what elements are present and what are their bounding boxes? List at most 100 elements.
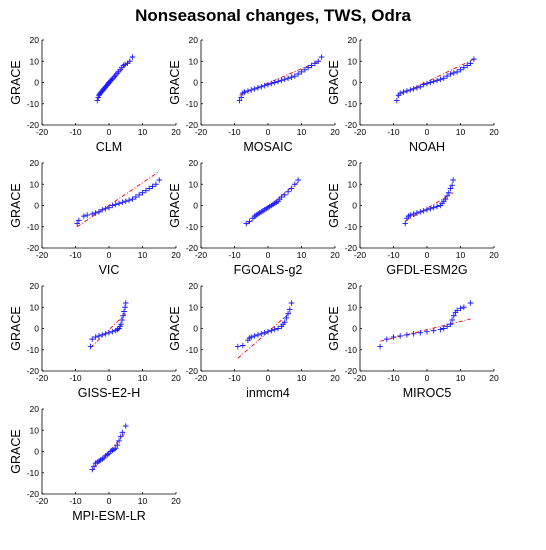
data-point (235, 343, 241, 350)
data-point (74, 220, 80, 227)
y-tick-label: 10 (30, 425, 40, 435)
x-axis-label: MOSAIC (243, 140, 292, 154)
data-point (302, 66, 308, 73)
data-point (437, 326, 444, 333)
data-point (255, 85, 261, 91)
y-tick-label: 0 (352, 201, 357, 211)
data-point (451, 70, 457, 76)
data-point (122, 304, 128, 311)
data-point (89, 466, 96, 473)
x-tick-label: -10 (228, 250, 241, 260)
y-tick-label: 0 (352, 78, 357, 88)
data-point (437, 76, 444, 83)
data-point (298, 69, 305, 75)
x-axis-label: GISS-E2-H (78, 386, 141, 400)
data-point (292, 181, 298, 188)
y-tick-label: 10 (30, 179, 40, 189)
data-point (136, 192, 142, 198)
data-point (102, 205, 109, 212)
x-tick-label: 20 (171, 127, 181, 137)
y-tick-label: -20 (27, 489, 40, 499)
data-point (129, 54, 136, 60)
panel-inmcm4: -20 -10 0 10 20 -20 -10 0 10 20 inmcm4 GRACE (168, 281, 340, 400)
data-point (146, 185, 152, 192)
data-point (305, 64, 311, 71)
y-tick-label: 0 (34, 78, 39, 88)
x-tick-label: 0 (107, 496, 112, 506)
y-tick-label: 0 (34, 324, 39, 334)
reference-line (237, 311, 292, 359)
data-point (236, 97, 243, 104)
x-tick-label: -20 (36, 373, 49, 383)
x-tick-label: 20 (171, 250, 181, 260)
data-point (449, 317, 455, 323)
data-point (122, 423, 129, 429)
data-point (447, 321, 454, 328)
x-tick-label: 10 (138, 373, 148, 383)
x-tick-label: -20 (354, 127, 367, 137)
y-tick-label: 10 (348, 179, 358, 189)
data-point (461, 64, 467, 71)
reference-line (396, 58, 475, 97)
data-point (414, 85, 420, 91)
y-tick-label: 20 (348, 158, 358, 168)
data-point (241, 89, 248, 95)
y-tick-label: -10 (27, 345, 40, 355)
x-tick-label: 10 (456, 373, 466, 383)
data-point (120, 312, 126, 319)
y-axis-label: GRACE (9, 429, 23, 473)
y-tick-label: -20 (186, 243, 199, 253)
y-tick-label: -20 (27, 243, 40, 253)
data-point (126, 197, 132, 203)
y-tick-label: 10 (348, 302, 358, 312)
y-axis-label: GRACE (9, 183, 23, 227)
x-tick-label: -10 (69, 496, 82, 506)
data-point (445, 189, 452, 196)
data-point (427, 79, 434, 86)
data-point (261, 329, 268, 336)
x-tick-label: 20 (171, 496, 181, 506)
data-point (285, 188, 291, 195)
y-tick-label: 20 (30, 281, 40, 291)
data-point (410, 331, 417, 337)
data-point (400, 89, 407, 95)
x-tick-label: -10 (387, 250, 400, 260)
data-point (89, 336, 96, 342)
y-tick-label: -20 (186, 366, 199, 376)
x-tick-label: 20 (489, 250, 499, 260)
y-axis-label: GRACE (168, 306, 182, 350)
data-point (84, 212, 91, 218)
data-point (407, 87, 414, 93)
x-axis-label: MIROC5 (403, 386, 452, 400)
y-axis-label: GRACE (327, 60, 341, 104)
x-tick-label: 10 (456, 127, 466, 137)
data-point (308, 62, 315, 69)
data-point (243, 220, 250, 227)
data-point (117, 433, 124, 440)
data-point (275, 325, 281, 332)
y-tick-label: -10 (27, 468, 40, 478)
y-tick-label: -10 (186, 222, 199, 232)
x-tick-label: 0 (266, 127, 271, 137)
y-tick-label: -20 (27, 120, 40, 130)
data-point (109, 76, 115, 83)
data-point (119, 429, 126, 436)
data-point (447, 71, 454, 77)
y-tick-label: 0 (193, 201, 198, 211)
data-point (278, 194, 285, 200)
data-point (119, 317, 125, 323)
data-point (407, 212, 414, 218)
data-point (76, 217, 82, 224)
data-point (248, 334, 255, 340)
x-axis-label: FGOALS-g2 (234, 263, 303, 277)
data-point (384, 336, 390, 342)
data-point (424, 80, 430, 87)
data-point (288, 74, 295, 80)
x-axis-label: NOAH (409, 140, 445, 154)
data-point (271, 79, 278, 86)
panel-gfdl-esm2g: -20 -10 0 10 20 -20 -10 0 10 20 GFDL-ESM2G GRACE (327, 158, 499, 277)
data-point (315, 58, 322, 65)
x-tick-label: 0 (425, 250, 430, 260)
x-tick-label: 20 (489, 373, 499, 383)
data-point (440, 325, 447, 332)
